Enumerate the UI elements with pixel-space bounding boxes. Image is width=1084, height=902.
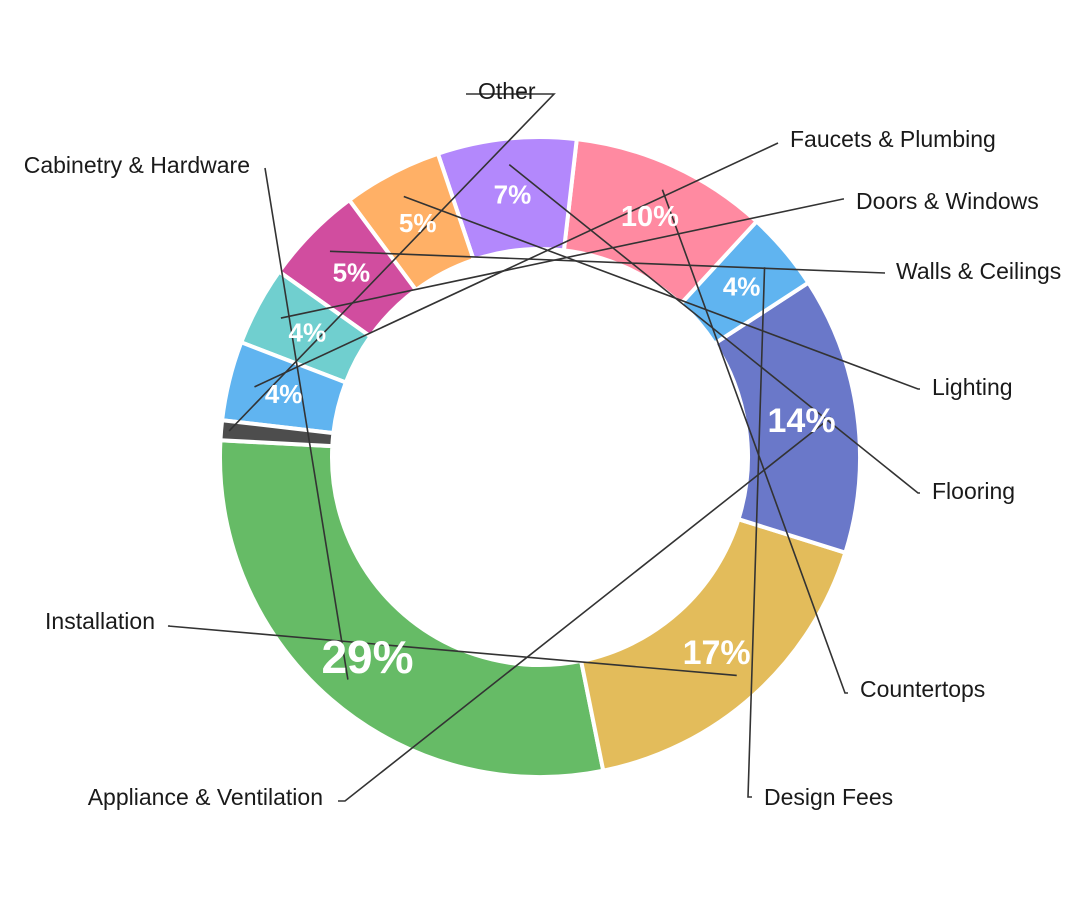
category-label-flooring: Flooring	[932, 478, 1015, 504]
slice-other	[218, 418, 336, 449]
percent-label-cabinetry-and-hardware: 29%	[321, 631, 413, 683]
percent-labels-group: 29% 17%14%4%10%7%5%5%4%4%	[265, 179, 836, 682]
leader-line-walls-and-ceilings	[329, 250, 886, 274]
leader-line-faucets-and-plumbing	[254, 142, 779, 388]
category-label-walls-and-ceilings: Walls & Ceilings	[896, 258, 1061, 284]
percent-label-design-fees: 4%	[723, 272, 761, 302]
percent-label-countertops: 10%	[621, 201, 679, 233]
category-label-design-fees: Design Fees	[764, 784, 893, 810]
leader-line-countertops	[661, 189, 848, 694]
leader-line-installation	[167, 625, 737, 677]
percent-label-faucets-and-plumbing: 4%	[265, 379, 303, 409]
category-label-other: Other	[478, 78, 536, 104]
category-label-faucets-and-plumbing: Faucets & Plumbing	[790, 126, 996, 152]
leader-line-doors-and-windows	[280, 198, 844, 319]
percent-label-walls-and-ceilings: 5%	[333, 257, 371, 287]
percent-label-installation: 17%	[683, 634, 751, 672]
slices-group	[218, 135, 862, 779]
percent-label-appliance-and-ventilation: 14%	[768, 402, 836, 440]
percent-label-lighting: 5%	[399, 208, 437, 238]
category-label-lighting: Lighting	[932, 374, 1013, 400]
category-label-installation: Installation	[45, 608, 155, 634]
slice-cabinetry-and-hardware	[218, 438, 606, 779]
leader-line-flooring	[508, 163, 920, 494]
category-labels-group: Cabinetry & Hardware Installation Applianc…	[24, 78, 1062, 810]
category-label-cabinetry-and-hardware: Cabinetry & Hardware	[24, 152, 250, 178]
leader-line-design-fees	[747, 267, 766, 798]
category-label-doors-and-windows: Doors & Windows	[856, 188, 1039, 214]
leader-line-cabinetry-and-hardware	[264, 167, 349, 680]
leader-line-appliance-and-ventilation	[338, 416, 832, 802]
percent-label-flooring: 7%	[494, 179, 532, 209]
leader-line-other	[228, 93, 556, 432]
category-label-countertops: Countertops	[860, 676, 985, 702]
leader-lines-group	[167, 93, 920, 802]
category-label-appliance-and-ventilation: Appliance & Ventilation	[88, 784, 323, 810]
percent-label-doors-and-windows: 4%	[289, 317, 327, 347]
